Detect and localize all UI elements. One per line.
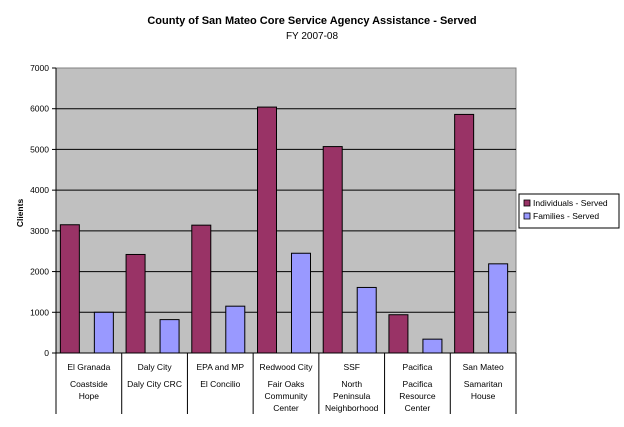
plot-background: [55, 67, 517, 354]
legend-swatch: [523, 212, 531, 220]
bar-families: [291, 252, 311, 354]
chart-subtitle: FY 2007-08: [286, 31, 339, 42]
y-tick-label: 2000: [30, 267, 49, 277]
y-tick-label: 4000: [30, 185, 49, 195]
x-tick-label-agency: Fair Oaks: [268, 379, 305, 389]
x-tick-label-agency: North: [341, 379, 362, 389]
x-tick-label-agency: House: [471, 391, 496, 401]
y-tick-label: 1000: [30, 307, 49, 317]
x-tick-label-city: Redwood City: [260, 362, 314, 372]
y-tick-label: 5000: [30, 144, 49, 154]
x-tick-label-agency: Community: [265, 391, 309, 401]
legend-label: Individuals - Served: [533, 198, 608, 208]
y-tick-label: 6000: [30, 104, 49, 114]
legend: Individuals - Served Families - Served: [518, 193, 620, 229]
x-tick-label-agency: Pacifica: [403, 379, 433, 389]
chart-title: County of San Mateo Core Service Agency …: [147, 15, 476, 27]
bar-families: [93, 311, 114, 354]
x-tick-label-agency: Coastside: [70, 379, 108, 389]
x-tick-label-agency: Center: [273, 403, 299, 413]
bar-families: [225, 305, 246, 354]
x-tick-label-agency: Neighborhood: [325, 403, 379, 413]
x-tick-label-city: El Granada: [67, 362, 110, 372]
x-tick-label-agency: Peninsula: [333, 391, 371, 401]
bar-individuals: [388, 314, 409, 354]
legend-box: [518, 193, 620, 229]
bar-families: [488, 263, 509, 354]
x-tick-label-agency: Center: [405, 403, 431, 413]
bar-individuals: [191, 224, 212, 354]
x-tick-label-agency: Resource: [399, 391, 436, 401]
x-tick-label-city: San Mateo: [463, 362, 504, 372]
x-tick-label-agency: El Concilio: [200, 379, 240, 389]
x-tick-label-agency: Hope: [79, 391, 100, 401]
x-tick-label-city: EPA and MP: [196, 362, 244, 372]
x-tick-label-city: Pacifica: [403, 362, 433, 372]
y-tick-label: 0: [44, 348, 49, 358]
bar-individuals: [257, 106, 277, 354]
bar-families: [356, 286, 377, 354]
legend-swatch: [523, 199, 531, 207]
legend-label: Families - Served: [533, 211, 599, 221]
bar-individuals: [322, 146, 343, 354]
bar-families: [159, 319, 180, 354]
x-tick-label-city: Daly City: [138, 362, 173, 372]
x-tick-label-agency: Daly City CRC: [127, 379, 182, 389]
bar-individuals: [125, 253, 146, 354]
y-tick-label: 3000: [30, 226, 49, 236]
x-tick-label-city: SSF: [343, 362, 360, 372]
bar-individuals: [454, 113, 475, 354]
bar-individuals: [59, 224, 80, 354]
x-tick-label-agency: Samaritan: [464, 379, 503, 389]
plot-area: 0 1000 2000 3000 4000 5000 6000 7000 El Granada C…: [30, 63, 517, 414]
y-tick-label: 7000: [30, 63, 49, 73]
y-axis-label: Clients: [15, 199, 25, 228]
bar-families: [422, 338, 443, 354]
